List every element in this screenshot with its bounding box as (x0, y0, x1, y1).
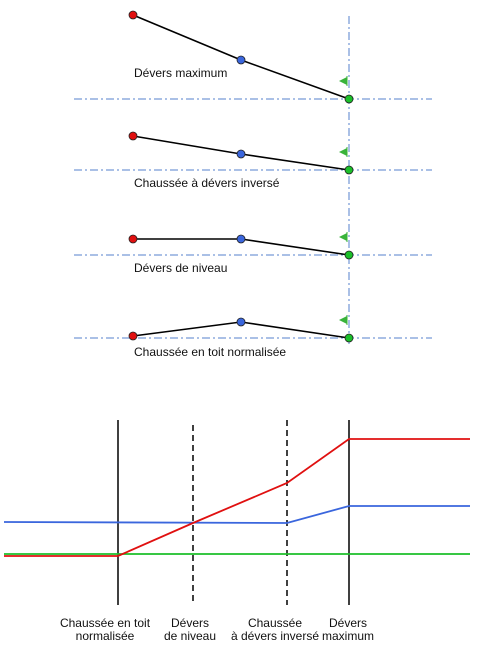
stage-3-label: Dévers de niveau (134, 261, 227, 275)
transition-label-4-line2: maximum (322, 629, 374, 643)
stage-2-centerline-point (236, 149, 246, 159)
edge-profile-chart: Chaussée en toit normalisée Dévers de ni… (3, 420, 470, 643)
transition-label-3-line1: Chaussée (248, 616, 302, 630)
transition-label-1-line1: Chaussée en toit (60, 616, 151, 630)
stage-2-pivot-point (344, 165, 354, 175)
stage-3-outer-edge-point (128, 234, 138, 244)
stage-4-flag-icon (339, 316, 347, 324)
stage-4-outer-edge-point (128, 331, 138, 341)
stage-3-flag-icon (339, 233, 347, 241)
transition-label-2-line2: de niveau (164, 629, 216, 643)
cross-sections: Dévers maximum Chaussée à dévers inversé D… (74, 10, 432, 359)
stage-4-label: Chaussée en toit normalisée (134, 345, 286, 359)
stage-3-centerline-point (236, 234, 246, 244)
stage-2-outer-edge-point (128, 131, 138, 141)
transition-label-3-line2: à dévers inversé (231, 629, 319, 643)
stage-1-flag-icon (339, 77, 347, 85)
stage-2-flag-icon (339, 148, 347, 156)
stage-1-label: Dévers maximum (134, 66, 227, 80)
outer-edge-profile-line (4, 438, 470, 557)
centerline-profile-line (3, 505, 470, 524)
stage-3-pivot-point (344, 250, 354, 260)
stage-4-pivot-point (344, 333, 354, 343)
stage-1-outer-edge-point (128, 10, 138, 20)
stage-1-centerline-point (236, 55, 246, 65)
transition-label-2-line1: Dévers (171, 616, 209, 630)
transition-label-4-line1: Dévers (329, 616, 367, 630)
stage-2-label: Chaussée à dévers inversé (134, 176, 280, 190)
transition-label-1-line2: normalisée (76, 629, 135, 643)
stage-4-centerline-point (236, 317, 246, 327)
stage-1-pivot-point (344, 94, 354, 104)
